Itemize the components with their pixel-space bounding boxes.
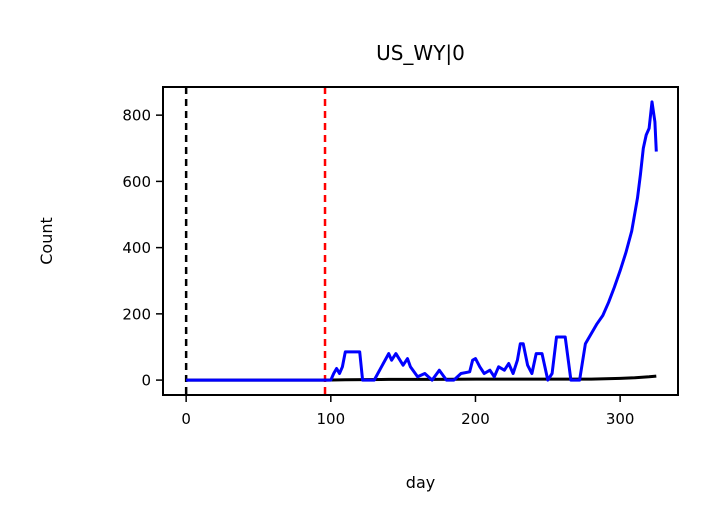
y-tick-label: 400: [122, 239, 151, 257]
y-tick-label: 0: [141, 372, 151, 390]
x-tick-label: 200: [461, 410, 490, 428]
series-line-1: [186, 100, 658, 382]
x-axis-label: day: [406, 473, 435, 492]
y-tick-label: 800: [122, 107, 151, 125]
x-tick-label: 100: [316, 410, 345, 428]
y-axis-ticks: 0 200 400 600 800: [122, 107, 163, 390]
series-line-0: [186, 374, 657, 382]
chart-title: US_WY|0: [376, 41, 465, 65]
x-tick-label: 300: [606, 410, 635, 428]
y-axis-label: Count: [37, 217, 56, 265]
plot-frame: [162, 86, 679, 396]
x-axis-ticks: 0 100 200 300: [181, 395, 634, 428]
plot-lines: [184, 87, 658, 395]
x-tick-label: 0: [181, 410, 191, 428]
y-tick-label: 600: [122, 173, 151, 191]
y-tick-label: 200: [122, 305, 151, 323]
